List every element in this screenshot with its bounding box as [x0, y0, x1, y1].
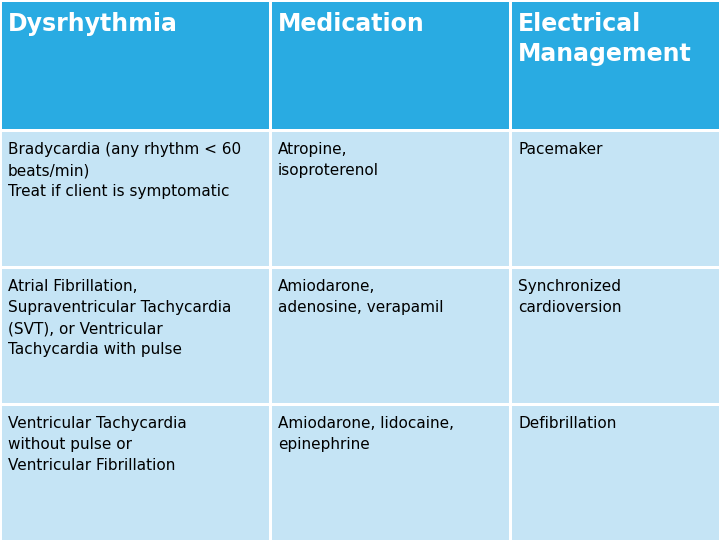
Text: Pacemaker: Pacemaker — [518, 142, 603, 157]
Bar — [1, 132, 269, 266]
Bar — [511, 2, 719, 129]
Text: Amiodarone,
adenosine, verapamil: Amiodarone, adenosine, verapamil — [278, 279, 444, 315]
Bar — [511, 406, 719, 539]
Bar — [271, 268, 508, 402]
Text: Atropine,
isoproterenol: Atropine, isoproterenol — [278, 142, 379, 178]
Text: Medication: Medication — [278, 12, 425, 36]
Text: Defibrillation: Defibrillation — [518, 416, 616, 431]
Text: Ventricular Tachycardia
without pulse or
Ventricular Fibrillation: Ventricular Tachycardia without pulse or… — [8, 416, 186, 473]
Bar — [1, 268, 269, 402]
Text: Dysrhythmia: Dysrhythmia — [8, 12, 178, 36]
Text: Amiodarone, lidocaine,
epinephrine: Amiodarone, lidocaine, epinephrine — [278, 416, 454, 452]
Bar — [271, 406, 508, 539]
Text: Atrial Fibrillation,
Supraventricular Tachycardia
(SVT), or Ventricular
Tachycar: Atrial Fibrillation, Supraventricular Ta… — [8, 279, 231, 357]
Bar — [1, 2, 269, 129]
Bar — [1, 406, 269, 539]
Bar — [271, 2, 508, 129]
Text: Electrical
Management: Electrical Management — [518, 12, 692, 66]
Bar — [511, 268, 719, 402]
Bar — [271, 132, 508, 266]
Text: Bradycardia (any rhythm < 60
beats/min)
Treat if client is symptomatic: Bradycardia (any rhythm < 60 beats/min) … — [8, 142, 241, 199]
Text: Synchronized
cardioversion: Synchronized cardioversion — [518, 279, 621, 315]
Bar — [511, 132, 719, 266]
